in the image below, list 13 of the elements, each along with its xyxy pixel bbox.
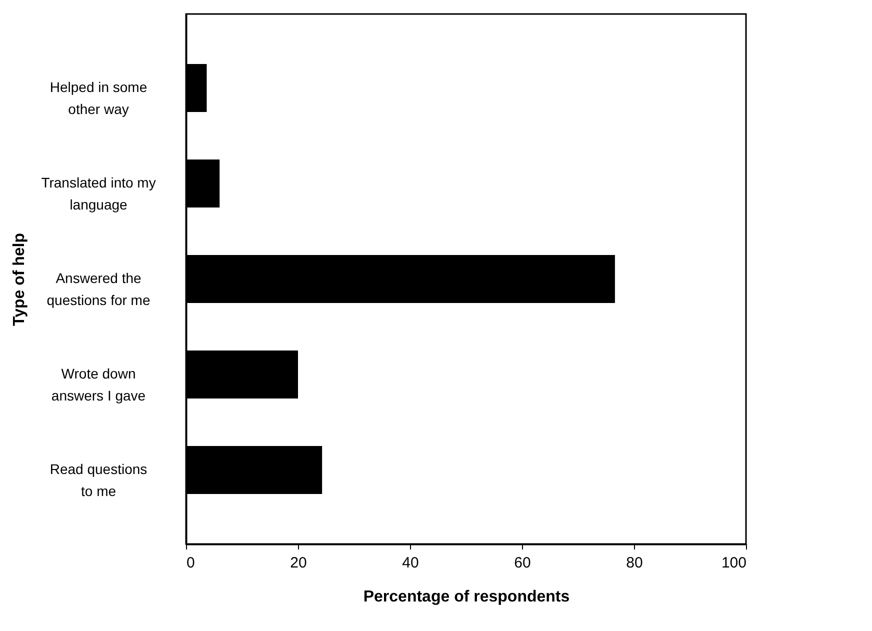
y-tick-label: Wrote down answers I gave [51,365,146,404]
x-tick-label: 60 [514,554,531,572]
y-axis-title: Type of help [11,232,28,326]
y-tick-label: Read questions to me [50,460,148,499]
x-tick-label: 80 [626,554,643,572]
y-tick-label: Answered the questions for me [46,270,150,308]
x-axis-title: Percentage of respondents [363,588,570,606]
y-tick-label: Helped in some other way [50,79,148,118]
x-tick-label: 100 [721,554,746,572]
x-tick-label: 40 [402,554,419,572]
y-tick-label: Translated into my language [41,174,156,213]
x-tick-label: 0 [186,554,195,572]
x-tick-label: 20 [290,554,307,572]
